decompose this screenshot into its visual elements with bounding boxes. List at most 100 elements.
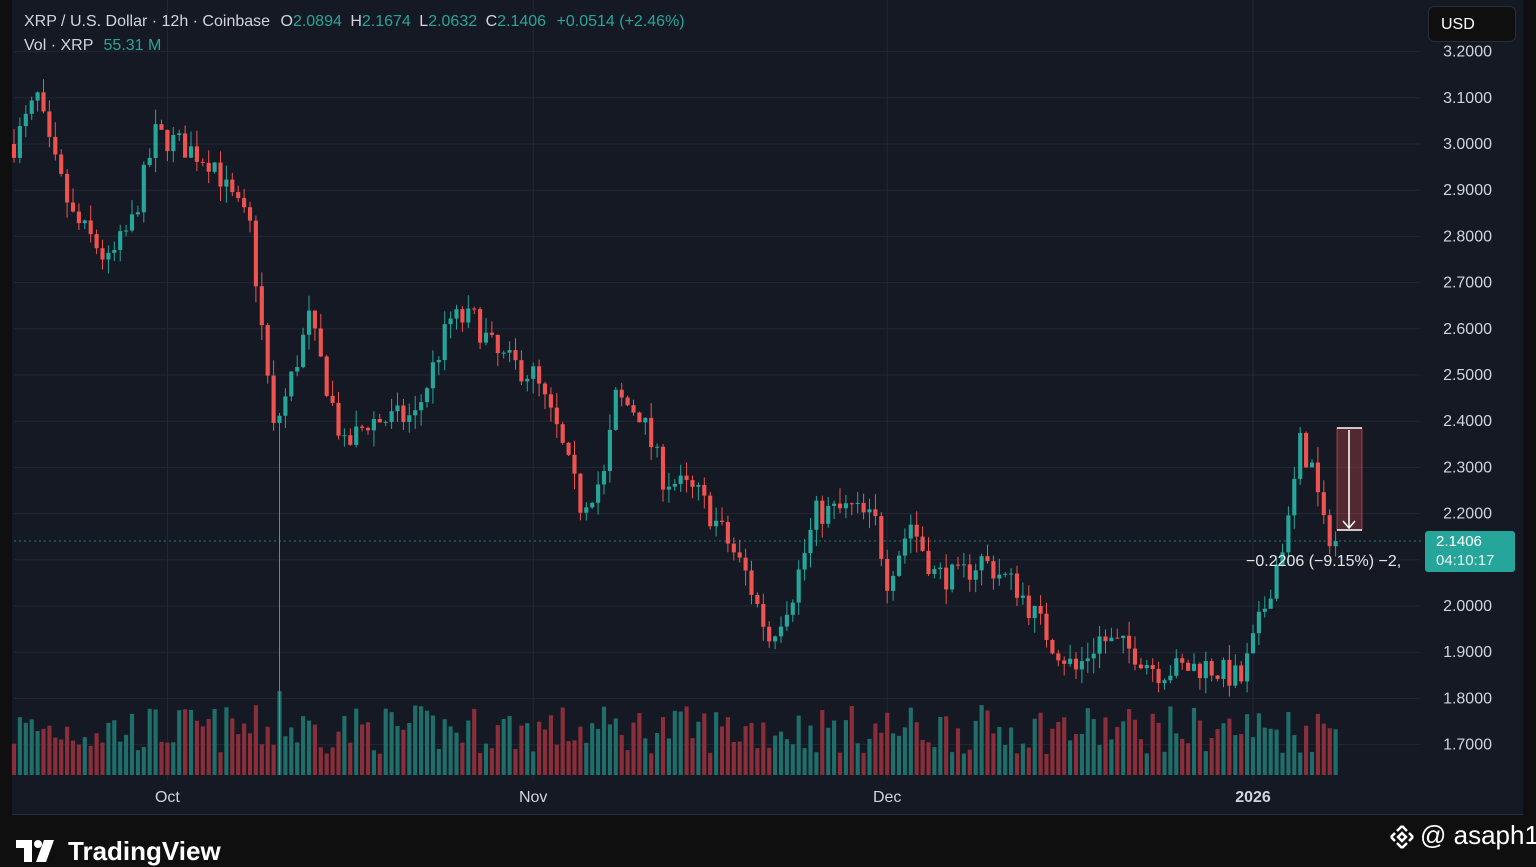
candle-body bbox=[649, 417, 654, 448]
candle-body bbox=[247, 207, 253, 221]
volume-bar bbox=[944, 716, 949, 775]
candle-body bbox=[1186, 662, 1191, 671]
candle-body bbox=[525, 378, 530, 382]
time-axis[interactable]: Oct Nov Dec 2026 bbox=[155, 789, 1271, 806]
candle-body bbox=[961, 564, 966, 566]
volume-bar bbox=[188, 709, 194, 775]
volume-bar bbox=[525, 723, 530, 775]
candle-body bbox=[324, 356, 329, 396]
volume-bar bbox=[973, 720, 978, 775]
volume-bar bbox=[206, 719, 211, 775]
candle-body bbox=[908, 524, 913, 539]
volume-bar bbox=[619, 735, 624, 775]
volume-bar bbox=[194, 720, 199, 775]
price-tick-label: 1.9000 bbox=[1443, 644, 1492, 661]
volume-bar bbox=[53, 737, 58, 775]
candle-body bbox=[596, 484, 601, 503]
candle-body bbox=[1103, 636, 1108, 642]
candle-body bbox=[259, 286, 264, 326]
volume-bar bbox=[979, 705, 984, 775]
candle-body bbox=[696, 485, 701, 487]
price-tick-label: 2.3000 bbox=[1443, 459, 1492, 476]
candle-body bbox=[997, 574, 1002, 579]
volume-bar bbox=[171, 742, 176, 775]
candle-body bbox=[1009, 573, 1014, 575]
candle-body bbox=[177, 133, 182, 136]
currency-button[interactable]: USD bbox=[1428, 6, 1516, 42]
time-tick-label: Nov bbox=[519, 789, 547, 806]
volume-bar bbox=[165, 742, 170, 775]
volume-bar bbox=[259, 744, 264, 775]
candle-body bbox=[253, 220, 258, 287]
candle-body bbox=[1286, 515, 1291, 553]
volume-bar bbox=[312, 724, 317, 775]
candle-body bbox=[212, 162, 217, 172]
volume-bar bbox=[1321, 723, 1326, 775]
candle-body bbox=[902, 538, 907, 556]
author-credit: @ asaph1 bbox=[1388, 820, 1536, 851]
candle-body bbox=[542, 383, 548, 395]
volume-bar bbox=[767, 747, 772, 775]
volume-bar bbox=[112, 720, 117, 775]
candle-body bbox=[690, 480, 695, 487]
candlesticks bbox=[11, 79, 1424, 775]
volume-bar bbox=[1250, 737, 1256, 775]
volume-bar bbox=[961, 753, 966, 775]
volume-bar bbox=[230, 718, 235, 775]
candle-body bbox=[442, 324, 447, 361]
candle-body bbox=[365, 427, 371, 431]
candle-body bbox=[1026, 595, 1031, 619]
volume-bar bbox=[271, 744, 276, 775]
candle-body bbox=[1327, 515, 1332, 547]
candle-body bbox=[1197, 663, 1202, 679]
volume-bar bbox=[873, 723, 878, 775]
candle-body bbox=[1109, 637, 1114, 642]
volume-bar bbox=[301, 716, 306, 775]
candle-body bbox=[1068, 658, 1073, 664]
candle-body bbox=[289, 371, 294, 397]
candle-body bbox=[1168, 675, 1173, 681]
volume-bar bbox=[466, 720, 471, 775]
candle-body bbox=[590, 502, 595, 508]
volume-bar bbox=[483, 743, 489, 775]
volume-bar bbox=[47, 725, 52, 775]
volume-bar bbox=[1227, 718, 1232, 775]
candle-body bbox=[749, 570, 754, 595]
volume-bar bbox=[660, 717, 666, 775]
volume-bar bbox=[283, 736, 288, 775]
volume-bar bbox=[342, 716, 347, 775]
volume-bar bbox=[548, 715, 553, 775]
volume-label[interactable]: Vol · XRP bbox=[24, 37, 94, 54]
volume-bar bbox=[330, 747, 335, 775]
candle-body bbox=[631, 405, 636, 413]
volume-bar bbox=[849, 705, 854, 775]
candle-body bbox=[129, 214, 135, 231]
candle-body bbox=[607, 429, 612, 472]
candle-body bbox=[165, 129, 170, 152]
candle-body bbox=[460, 309, 465, 323]
candle-body bbox=[537, 366, 542, 384]
candle-body bbox=[318, 328, 323, 357]
volume-bar bbox=[354, 708, 359, 775]
measure-tool[interactable] bbox=[1336, 427, 1363, 531]
candle-body bbox=[790, 602, 795, 615]
candle-body bbox=[784, 614, 789, 627]
candle-body bbox=[47, 111, 52, 137]
price-axis[interactable]: 3.2000 3.1000 3.0000 2.9000 2.8000 2.7000 2.60… bbox=[1443, 44, 1492, 754]
volume-bar bbox=[1144, 753, 1149, 775]
candle-body bbox=[230, 179, 235, 193]
volume-bar bbox=[247, 733, 253, 775]
candle-body bbox=[454, 309, 459, 319]
symbol-name[interactable]: XRP / U.S. Dollar · 12h · Coinbase bbox=[24, 13, 271, 30]
candle-body bbox=[100, 248, 105, 260]
volume-bar bbox=[1245, 714, 1250, 775]
volume-bar bbox=[295, 742, 300, 775]
candle-body bbox=[377, 419, 382, 423]
volume-bar bbox=[11, 743, 17, 775]
volume-bar bbox=[926, 742, 931, 775]
volume-bar bbox=[153, 709, 158, 775]
price-tick-label: 3.0000 bbox=[1443, 136, 1492, 153]
volume-bar bbox=[318, 747, 323, 775]
tradingview-logo[interactable]: TradingView bbox=[16, 836, 221, 866]
